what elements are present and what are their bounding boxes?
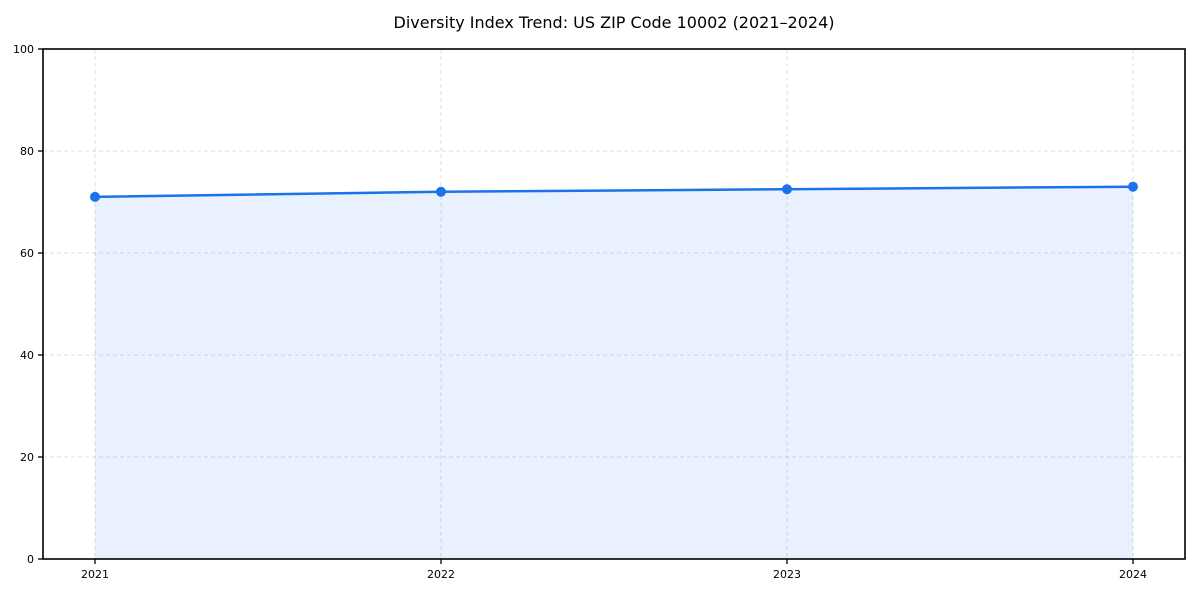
y-tick-label: 40 [20,349,34,362]
y-tick-label: 0 [27,553,34,566]
trend-line [93,185,1135,199]
x-tick-label: 2023 [773,568,801,581]
y-tick-label: 80 [20,145,34,158]
y-tick-label: 100 [13,43,34,56]
x-tick-label: 2022 [427,568,455,581]
x-tick-label: 2024 [1119,568,1147,581]
data-point-2022 [436,186,446,197]
y-tick-label: 60 [20,247,34,260]
y-tick-label: 20 [20,451,34,464]
plot-border [42,48,1186,560]
data-point-2023 [782,184,792,195]
chart-title: Diversity Index Trend: US ZIP Code 10002… [393,13,835,32]
data-point-2021 [90,191,100,202]
data-point-2024 [1128,181,1138,192]
area-fill [95,186,1133,559]
x-tick-label: 2021 [81,568,109,581]
